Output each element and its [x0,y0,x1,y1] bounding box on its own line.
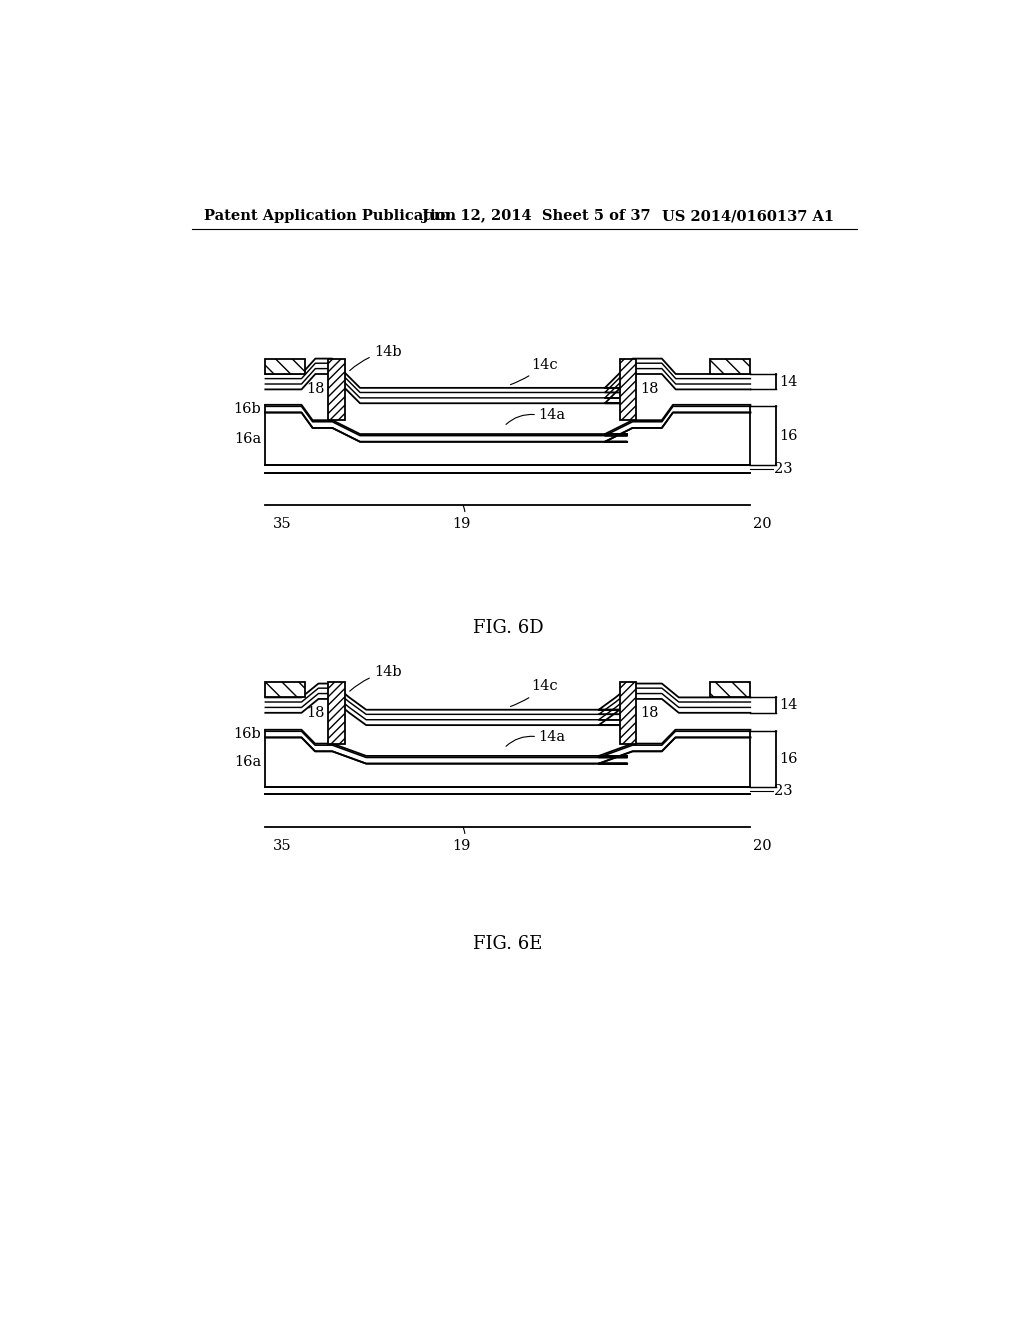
Text: 18: 18 [306,383,325,396]
Polygon shape [265,731,751,763]
Text: 18: 18 [306,706,325,719]
Text: Patent Application Publication: Patent Application Publication [204,209,456,223]
Polygon shape [265,412,751,465]
Polygon shape [621,682,637,743]
Text: 16: 16 [779,752,798,766]
Text: 23: 23 [774,784,793,797]
Polygon shape [265,700,751,756]
Polygon shape [265,684,751,725]
Polygon shape [329,359,345,420]
Text: 16b: 16b [233,403,261,416]
Polygon shape [265,738,751,787]
Text: 16a: 16a [234,755,261,770]
Text: Jun. 12, 2014  Sheet 5 of 37: Jun. 12, 2014 Sheet 5 of 37 [422,209,650,223]
Text: 20: 20 [753,840,771,853]
Polygon shape [265,405,751,442]
Polygon shape [265,730,751,763]
Text: 19: 19 [453,826,471,853]
Text: 35: 35 [273,517,292,531]
Text: US 2014/0160137 A1: US 2014/0160137 A1 [662,209,834,223]
Text: 16: 16 [779,429,798,442]
Text: 16a: 16a [234,432,261,446]
Polygon shape [621,359,637,420]
Text: 16b: 16b [233,727,261,742]
Polygon shape [265,473,751,506]
Text: 14c: 14c [511,358,558,384]
Text: 14: 14 [779,698,798,711]
Text: 19: 19 [453,506,471,531]
Text: 14: 14 [779,375,798,388]
Text: 23: 23 [774,462,793,475]
Polygon shape [711,359,751,374]
Polygon shape [711,682,751,697]
Text: 35: 35 [273,840,292,853]
Polygon shape [265,682,305,697]
Text: FIG. 6E: FIG. 6E [473,935,543,953]
Text: 14c: 14c [511,680,558,706]
Polygon shape [265,795,751,826]
Text: 18: 18 [640,706,658,719]
Polygon shape [265,359,305,374]
Text: 20: 20 [753,517,771,531]
Polygon shape [265,359,751,404]
Text: 14a: 14a [539,730,566,743]
Polygon shape [329,682,345,743]
Polygon shape [265,407,751,442]
Polygon shape [265,374,751,434]
Text: FIG. 6D: FIG. 6D [472,619,543,638]
Text: 18: 18 [640,383,658,396]
Text: 14b: 14b [350,345,402,371]
Text: 14a: 14a [539,408,566,422]
Text: 14b: 14b [350,665,402,692]
